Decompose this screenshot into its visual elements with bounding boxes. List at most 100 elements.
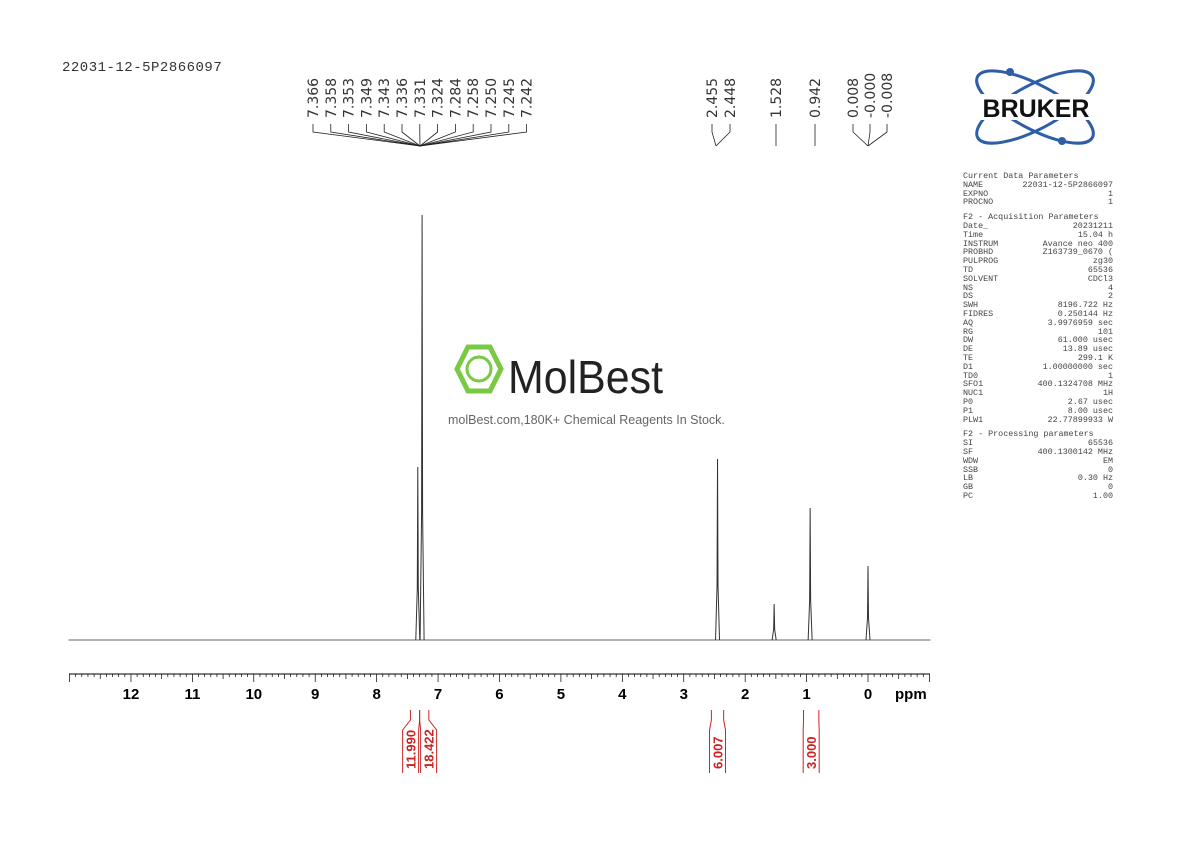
x-tick-label: 9 <box>311 686 319 703</box>
peak-label: 7.284 <box>448 78 464 118</box>
param-row: PC 1.00 <box>963 492 1113 501</box>
param-row: WDW EM <box>963 455 1113 466</box>
peak-label-connector <box>366 124 421 147</box>
param-row: SOLVENT CDCl3 <box>963 273 1113 284</box>
param-value: 22031-12-5P2866097 <box>1022 179 1113 190</box>
param-value: EM <box>1102 455 1113 466</box>
integral-value: 11.990 <box>404 730 419 769</box>
param-key: P0 <box>963 396 974 407</box>
param-key: SI <box>963 438 974 449</box>
param-value: 61.000 usec <box>1057 335 1113 346</box>
x-axis: 12 11 10 9 8 7 6 5 4 3 2 1 0 ppm <box>69 673 930 703</box>
param-key: DS <box>963 291 974 302</box>
integral-bracket <box>709 710 712 773</box>
param-value: 13.89 usec <box>1062 344 1113 355</box>
param-value: 1 <box>1107 188 1113 199</box>
param-key: PULPROG <box>963 256 999 267</box>
peak-label-connector <box>419 124 527 147</box>
peak-labels: 7.366 7.358 7.353 7.349 7.343 7.336 7.331 7.324… <box>306 73 896 147</box>
parameters-panel: Current Data Parameters NAME 22031-12-5P28… <box>963 172 1113 501</box>
param-key: TD0 <box>963 370 979 381</box>
peak-label-connector <box>419 124 474 147</box>
integral-value: 18.422 <box>422 729 437 769</box>
param-row: P0 2.67 usec <box>963 398 1113 407</box>
param-key: NS <box>963 282 974 293</box>
param-value: 1H <box>1102 388 1113 399</box>
peak-label: 0.942 <box>808 78 824 118</box>
sample-name: 22031-12-5P2866097 <box>62 60 223 76</box>
watermark-tagline: molBest.com,180K+ Chemical Reagents In S… <box>448 413 725 427</box>
param-value: 1 <box>1107 370 1113 381</box>
x-tick-label: 8 <box>372 686 380 703</box>
peak-label-connector <box>348 124 421 147</box>
param-row: TD 65536 <box>963 266 1113 275</box>
peak-label-connector <box>867 124 888 147</box>
param-row: D1 1.00000000 sec <box>963 362 1113 372</box>
integral-bracket <box>723 710 727 773</box>
peak-label: 7.258 <box>466 78 482 118</box>
param-value: Z163739_0670 ( <box>1042 247 1113 258</box>
param-row: DS 2 <box>963 292 1113 301</box>
param-row: Date_ 20231211 <box>963 222 1113 231</box>
peak-label: -0.008 <box>880 73 896 118</box>
peak-label: 7.336 <box>395 78 411 118</box>
param-row: SI 65536 <box>963 439 1113 448</box>
param-value: 20231211 <box>1072 220 1113 231</box>
peak-label: -0.000 <box>863 73 879 118</box>
peak-label: 7.353 <box>342 78 358 118</box>
param-row: SSB 0 <box>963 465 1113 475</box>
param-value: 65536 <box>1087 264 1113 275</box>
param-key: SOLVENT <box>963 273 999 284</box>
param-value: 8.00 usec <box>1067 405 1113 416</box>
param-row: PROCNO 1 <box>963 198 1113 207</box>
x-tick-label: 2 <box>741 686 749 703</box>
param-row: NAME 22031-12-5P2866097 <box>963 179 1113 190</box>
param-value: 3.9976959 sec <box>1047 317 1113 328</box>
peak-label-connector <box>715 124 731 147</box>
x-tick-label: 7 <box>434 686 442 703</box>
param-key: GB <box>963 482 974 493</box>
param-value: 0.30 Hz <box>1077 473 1113 484</box>
x-tick-label: 1 <box>802 686 810 703</box>
param-key: NAME <box>963 179 984 190</box>
watermark-brand: MolBest <box>508 351 663 403</box>
param-value: zg30 <box>1092 256 1113 267</box>
param-row: TE 299.1 K <box>963 354 1113 363</box>
param-row: AQ 3.9976959 sec <box>963 317 1113 328</box>
param-key: PROBHD <box>963 247 994 258</box>
x-tick-label: 11 <box>184 686 200 703</box>
param-row: PULPROG zg30 <box>963 257 1113 266</box>
peak-label: 7.331 <box>413 78 429 118</box>
param-key: DE <box>963 344 974 355</box>
spectrum-peak <box>865 565 871 641</box>
param-row: Time 15.04 h <box>963 230 1113 240</box>
peak-label: 7.324 <box>431 78 447 118</box>
param-row: RG 101 <box>963 327 1113 337</box>
peak-label: 7.366 <box>306 78 322 118</box>
param-key: PROCNO <box>963 197 994 208</box>
param-value: 22.77899933 W <box>1047 414 1113 425</box>
param-row: GB 0 <box>963 483 1113 492</box>
param-section-heading: Current Data Parameters <box>963 171 1079 181</box>
param-row: SFO1 400.1324708 MHz <box>963 380 1113 389</box>
x-tick-label: 0 <box>864 686 872 703</box>
peak-label-connector <box>419 124 456 147</box>
param-key: FIDRES <box>963 308 994 319</box>
param-key: LB <box>963 473 974 484</box>
x-tick-label: 10 <box>245 686 262 703</box>
param-value: 0.250144 Hz <box>1057 308 1113 319</box>
param-row: NS 4 <box>963 282 1113 293</box>
param-row: P1 8.00 usec <box>963 405 1113 416</box>
peak-label-connector <box>312 124 421 147</box>
peak-label-connector <box>419 124 438 147</box>
spectrum-peak <box>419 214 425 641</box>
param-value: 4 <box>1107 282 1113 293</box>
bruker-logo: BRUKER <box>958 68 1114 145</box>
param-key: SWH <box>963 300 979 311</box>
param-key: Date_ <box>963 220 989 231</box>
peak-label-connector <box>401 124 421 147</box>
x-tick-label: 12 <box>123 686 140 703</box>
param-row: PROBHD Z163739_0670 ( <box>963 248 1113 257</box>
param-value: 400.1324708 MHz <box>1037 379 1113 390</box>
